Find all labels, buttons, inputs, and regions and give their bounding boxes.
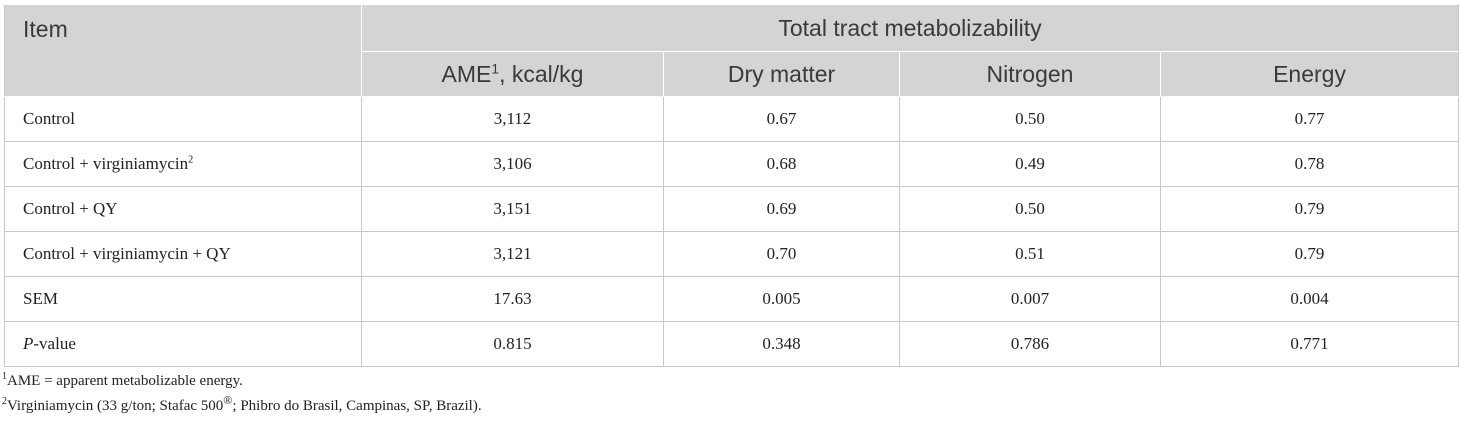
energy-cell: 0.79 — [1159, 231, 1460, 277]
footnote-1: 1AME = apparent metabolizable energy. — [2, 369, 482, 394]
row-label-suffix: -value — [33, 334, 76, 353]
nitrogen-cell: 0.49 — [899, 141, 1161, 187]
table-row: P-value 0.815 0.348 0.786 0.771 — [4, 321, 1460, 367]
ame-cell: 3,112 — [361, 96, 664, 142]
footnote-2-text-before: Virginiamycin (33 g/ton; Stafac 500 — [7, 398, 224, 414]
column-header-dry-matter: Dry matter — [663, 51, 900, 97]
item-header: Item — [4, 4, 362, 97]
energy-cell: 0.79 — [1159, 186, 1460, 232]
column-header-ame: AME1, kcal/kg — [361, 51, 664, 97]
row-label-footnote-mark: 2 — [188, 154, 194, 166]
row-label: SEM — [4, 276, 362, 322]
row-label: Control + virginiamycin + QY — [4, 231, 362, 277]
nitrogen-cell: 0.51 — [899, 231, 1161, 277]
ame-cell: 3,106 — [361, 141, 664, 187]
nitrogen-cell: 0.786 — [899, 321, 1161, 367]
row-label-text: Control + QY — [23, 199, 118, 218]
nitrogen-cell: 0.50 — [899, 96, 1161, 142]
footnote-2-text-after: ; Phibro do Brasil, Campinas, SP, Brazil… — [232, 398, 482, 414]
registered-trademark-symbol: ® — [223, 393, 233, 407]
row-label: Control — [4, 96, 362, 142]
footnotes: 1AME = apparent metabolizable energy. 2V… — [2, 369, 482, 419]
dry-matter-cell: 0.69 — [663, 186, 900, 232]
energy-cell: 0.77 — [1159, 96, 1460, 142]
dry-matter-cell: 0.70 — [663, 231, 900, 277]
table-row: Control + virginiamycin2 3,106 0.68 0.49 0.7… — [4, 141, 1460, 187]
row-label-text: Control + virginiamycin + QY — [23, 244, 231, 263]
table-body: Control 3,112 0.67 0.50 0.77 Control + virgin… — [4, 96, 1460, 367]
table-row: SEM 17.63 0.005 0.007 0.004 — [4, 276, 1460, 322]
row-label: P-value — [4, 321, 362, 367]
table-row: Control 3,112 0.67 0.50 0.77 — [4, 96, 1460, 142]
ame-cell: 17.63 — [361, 276, 664, 322]
ame-header-unit: , kcal/kg — [499, 60, 584, 87]
header-row-1: Item Total tract metabolizability — [4, 4, 1460, 97]
table-row: Control + virginiamycin + QY 3,121 0.70 0.5… — [4, 231, 1460, 277]
dry-matter-cell: 0.67 — [663, 96, 900, 142]
table-row: Control + QY 3,151 0.69 0.50 0.79 — [4, 186, 1460, 232]
row-label-text: Control + virginiamycin — [23, 154, 189, 173]
nitrogen-cell: 0.007 — [899, 276, 1161, 322]
dry-matter-cell: 0.68 — [663, 141, 900, 187]
row-label-text: P — [23, 334, 34, 353]
nitrogen-cell: 0.50 — [899, 186, 1161, 232]
footnote-2: 2Virginiamycin (33 g/ton; Stafac 500®; P… — [2, 394, 482, 419]
ame-cell: 3,151 — [361, 186, 664, 232]
row-label: Control + QY — [4, 186, 362, 232]
column-header-energy: Energy — [1159, 51, 1460, 97]
row-label: Control + virginiamycin2 — [4, 141, 362, 187]
energy-cell: 0.771 — [1159, 321, 1460, 367]
group-header: Total tract metabolizability — [360, 4, 1460, 52]
energy-cell: 0.004 — [1159, 276, 1460, 322]
footnote-1-mark: 1 — [2, 371, 7, 382]
row-label-text: SEM — [23, 289, 58, 308]
ame-header-footnote-mark: 1 — [491, 60, 500, 76]
ame-cell: 3,121 — [361, 231, 664, 277]
dry-matter-cell: 0.005 — [663, 276, 900, 322]
header-row-2: AME1, kcal/kg Dry matter Nitrogen Energy — [5, 51, 1460, 97]
dry-matter-cell: 0.348 — [663, 321, 900, 367]
data-table-container: Item Total tract metabolizability AME1, … — [4, 4, 1460, 367]
metabolizability-table: Item Total tract metabolizability AME1, … — [4, 4, 1460, 367]
column-header-nitrogen: Nitrogen — [899, 51, 1161, 97]
row-label-text: Control — [23, 109, 75, 128]
ame-header-label: AME — [441, 60, 492, 87]
energy-cell: 0.78 — [1159, 141, 1460, 187]
ame-cell: 0.815 — [361, 321, 664, 367]
footnote-2-mark: 2 — [2, 396, 7, 407]
footnote-1-text: AME = apparent metabolizable energy. — [7, 373, 243, 389]
